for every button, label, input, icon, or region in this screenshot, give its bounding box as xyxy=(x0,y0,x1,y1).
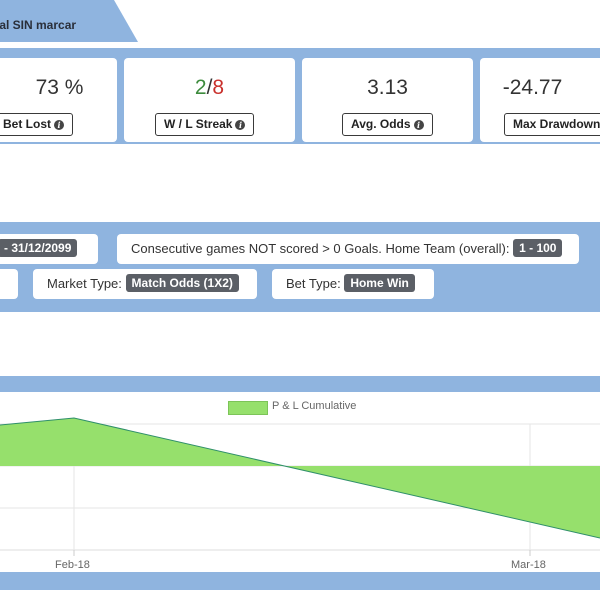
tab-shape xyxy=(0,0,138,42)
info-icon[interactable]: i xyxy=(413,120,424,130)
strategy-tab[interactable]: Local SIN marcar xyxy=(0,0,140,44)
bet-type-label: Bet Type: xyxy=(286,276,341,291)
stat-label-text: Max Drawdown xyxy=(513,117,600,131)
stat-label-drawdown: Max Drawdown xyxy=(504,113,600,136)
stat-label-text: Avg. Odds xyxy=(351,117,411,131)
date-range-badge: - 31/12/2099 xyxy=(0,239,78,257)
stat-label-text: % Bet Lost xyxy=(0,117,52,131)
bet-type-badge: Home Win xyxy=(344,274,415,292)
consecutive-badge: 1 - 100 xyxy=(513,239,563,257)
stat-label-avg-odds: Avg. Odds i xyxy=(342,113,433,136)
pl-cumulative-chart xyxy=(0,417,600,556)
x-tick-label: Feb-18 xyxy=(55,559,90,571)
market-type-badge: Match Odds (1X2) xyxy=(125,274,239,292)
consecutive-games-filter[interactable]: Consecutive games NOT scored > 0 Goals. … xyxy=(117,234,579,264)
pl-line xyxy=(0,417,600,539)
bet-type-filter[interactable]: Bet Type: Home Win xyxy=(272,269,434,299)
market-type-label: Market Type: xyxy=(47,276,122,291)
legend-label[interactable]: P & L Cumulative xyxy=(272,400,357,412)
info-icon[interactable]: i xyxy=(54,120,65,130)
stat-label-streak: W / L Streak i xyxy=(155,113,255,136)
stat-value-streak: 2/8 xyxy=(124,76,295,100)
info-icon[interactable]: i xyxy=(235,120,246,130)
series-pl-cumulative xyxy=(0,417,600,539)
filters-band: - 31/12/2099 Consecutive games NOT score… xyxy=(0,222,600,312)
filter-chip-partial[interactable] xyxy=(0,269,18,299)
stat-value-drawdown: -24.77 xyxy=(502,76,563,99)
x-tick-label: Mar-18 xyxy=(511,559,546,571)
consecutive-label: Consecutive games NOT scored > 0 Goals. … xyxy=(131,241,510,256)
streak-losses: 8 xyxy=(212,76,225,99)
stat-value-bet-lost: 73 % xyxy=(35,76,84,99)
stat-value-avg-odds: 3.13 xyxy=(367,76,408,99)
tab-title: Local SIN marcar xyxy=(0,18,77,32)
streak-separator: / xyxy=(206,76,213,99)
stat-card-drawdown: -24.77 Max Drawdown xyxy=(480,58,600,142)
date-range-filter[interactable]: - 31/12/2099 xyxy=(0,234,98,264)
streak-wins: 2 xyxy=(194,76,207,99)
pl-area xyxy=(0,418,600,538)
stat-card-streak: 2/8 W / L Streak i xyxy=(124,58,295,142)
stat-card-avg-odds: 3.13 Avg. Odds i xyxy=(302,58,473,142)
legend-swatch[interactable] xyxy=(228,401,268,415)
stat-label-text: W / L Streak xyxy=(164,117,233,131)
market-type-filter[interactable]: Market Type: Match Odds (1X2) xyxy=(33,269,257,299)
